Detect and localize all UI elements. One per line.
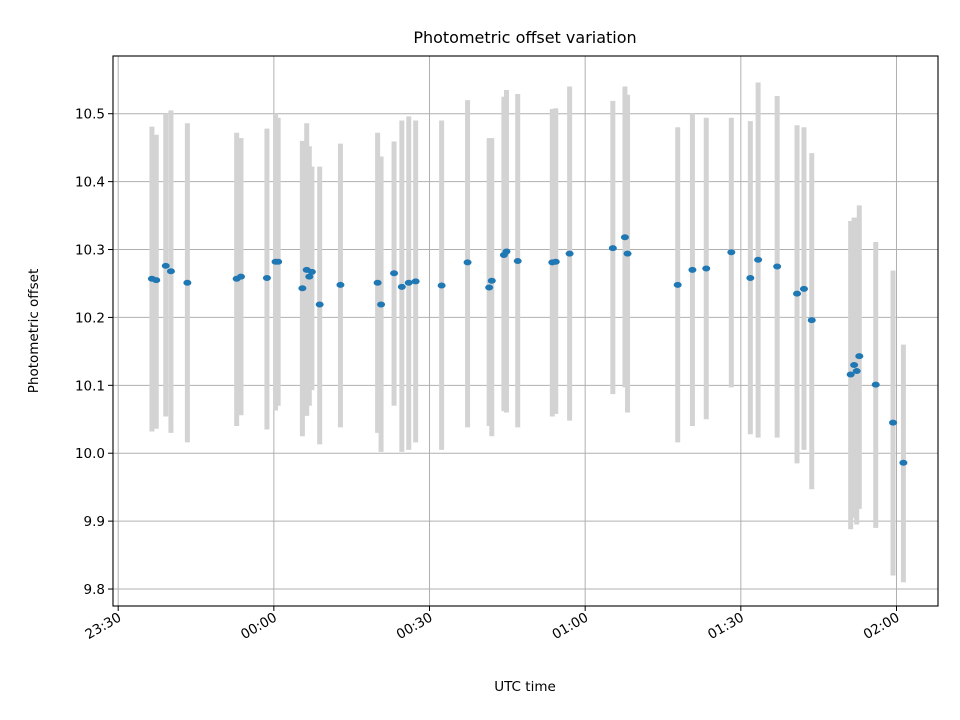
y-tick-label: 9.9 (84, 514, 105, 530)
data-point (397, 283, 406, 290)
data-point (437, 282, 446, 289)
y-tick-label: 9.8 (84, 582, 105, 598)
data-point (799, 285, 808, 292)
data-point (807, 317, 816, 324)
data-point (274, 258, 283, 265)
data-point (152, 277, 161, 284)
data-point (373, 279, 382, 286)
data-points (147, 234, 908, 466)
x-tick-label: 01:30 (705, 610, 747, 643)
data-point (846, 371, 855, 378)
data-point (850, 361, 859, 368)
data-point (411, 278, 420, 285)
data-point (688, 266, 697, 273)
data-point (513, 258, 522, 265)
data-point (773, 263, 782, 270)
data-point (754, 256, 763, 263)
grid (113, 56, 938, 606)
y-tick-label: 10.1 (75, 378, 105, 394)
y-tick-label: 10.0 (75, 446, 105, 462)
data-point (855, 353, 864, 360)
data-point (377, 301, 386, 308)
y-axis: 9.8 9.9 10.0 10.1 10.2 10.3 10.4 10.5 (75, 107, 113, 598)
data-point (899, 459, 908, 466)
x-tick-label: 01:00 (549, 610, 591, 643)
data-point (727, 249, 736, 256)
y-tick-label: 10.2 (75, 310, 105, 326)
data-point (463, 259, 472, 266)
chart-title: Photometric offset variation (413, 28, 636, 47)
data-point (623, 250, 632, 257)
data-point (565, 250, 574, 257)
data-point (620, 234, 629, 241)
y-axis-label: Photometric offset (26, 269, 42, 393)
data-point (485, 284, 494, 291)
data-point (183, 279, 192, 286)
data-point (673, 281, 682, 288)
data-point (166, 268, 175, 275)
data-point (852, 368, 861, 375)
data-point (298, 285, 307, 292)
y-tick-label: 10.5 (75, 107, 105, 123)
data-point (487, 277, 496, 284)
data-point (404, 279, 413, 286)
data-point (336, 281, 345, 288)
data-point (793, 290, 802, 297)
data-point (161, 262, 170, 269)
data-point (746, 275, 755, 282)
data-point (305, 273, 314, 280)
y-tick-label: 10.4 (75, 175, 105, 191)
data-point (702, 265, 711, 272)
x-axis-label: UTC time (494, 679, 556, 695)
data-point (307, 268, 316, 275)
error-bars (149, 82, 906, 583)
data-point (871, 381, 880, 388)
data-point (502, 248, 511, 255)
data-point (390, 270, 399, 277)
data-point (315, 301, 324, 308)
x-axis: 23:30 00:00 00:30 01:00 01:30 02:00 (82, 606, 902, 643)
data-point (608, 245, 617, 252)
x-tick-label: 00:30 (394, 610, 436, 643)
data-point (889, 419, 898, 426)
data-point (262, 275, 271, 282)
data-point (236, 273, 245, 280)
plot-area-frame (112, 55, 939, 607)
x-tick-label: 00:00 (238, 610, 280, 643)
y-tick-label: 10.3 (75, 243, 105, 259)
x-tick-label: 23:30 (82, 610, 124, 643)
data-point (551, 258, 560, 265)
x-tick-label: 02:00 (861, 610, 903, 643)
